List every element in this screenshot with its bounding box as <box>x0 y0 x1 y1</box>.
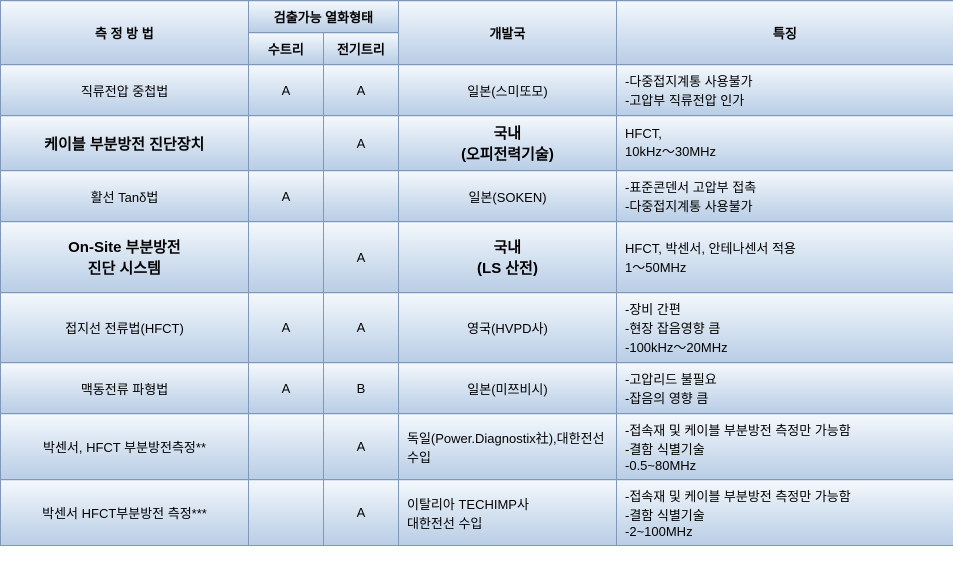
table-row: 박센서, HFCT 부분방전측정** A 독일(Power.Diagnostix社)… <box>1 414 953 480</box>
detect1-cell: A <box>249 363 324 414</box>
detect1-cell: A <box>249 65 324 116</box>
detect2-cell: A <box>324 480 399 546</box>
feature-cell-text: -접속재 및 케이블 부분방전 측정만 가능함 -결함 식별기술 -2~100M… <box>625 489 851 539</box>
detect2-cell-text: A <box>357 505 366 520</box>
feature-cell: -다중접지계통 사용불가 -고압부 직류전압 인가 <box>617 65 953 116</box>
method-cell: 박센서, HFCT 부분방전측정** <box>1 414 249 480</box>
country-cell: 국내 (LS 산전) <box>399 222 617 293</box>
method-cell-text: On-Site 부분방전 진단 시스템 <box>68 239 181 277</box>
table-row: 케이블 부분방전 진단장치 A 국내 (오피전력기술) HFCT, 10kHz～30M… <box>1 116 953 171</box>
detect2-cell-text: A <box>357 320 366 335</box>
feature-cell: -고압리드 불필요 -잡음의 영향 큼 <box>617 363 953 414</box>
feature-cell: -표준콘덴서 고압부 접촉 -다중접지계통 사용불가 <box>617 171 953 222</box>
detect2-cell-text: A <box>357 83 366 98</box>
feature-cell-text: -접속재 및 케이블 부분방전 측정만 가능함 -결함 식별기술 -0.5~80… <box>625 423 851 473</box>
detect2-cell: A <box>324 116 399 171</box>
detect1-cell-text: A <box>282 189 291 204</box>
country-cell: 일본(SOKEN) <box>399 171 617 222</box>
detect1-cell-text: A <box>282 381 291 396</box>
detect1-cell: A <box>249 171 324 222</box>
method-cell-text: 직류전압 중첩법 <box>81 84 168 99</box>
method-cell-text: 활선 Tanδ법 <box>91 190 159 205</box>
country-cell: 국내 (오피전력기술) <box>399 116 617 171</box>
header-detect-sub1-text: 수트리 <box>268 42 304 57</box>
detect2-cell-text: A <box>357 439 366 454</box>
feature-cell-text: HFCT, 박센서, 안테나센서 적용 1～50MHz <box>625 241 796 275</box>
method-cell-text: 케이블 부분방전 진단장치 <box>44 136 204 153</box>
feature-cell-text: -표준콘덴서 고압부 접촉 -다중접지계통 사용불가 <box>625 180 756 214</box>
country-cell: 이탈리아 TECHIMP사 대한전선 수입 <box>399 480 617 546</box>
country-cell: 일본(미쯔비시) <box>399 363 617 414</box>
country-cell: 일본(스미또모) <box>399 65 617 116</box>
detect1-cell: A <box>249 293 324 363</box>
table-row: 맥동전류 파형법 A B 일본(미쯔비시) -고압리드 불필요 -잡음의 영향 큼 <box>1 363 953 414</box>
header-detect-sub2-text: 전기트리 <box>337 42 385 57</box>
detect1-cell <box>249 480 324 546</box>
feature-cell: -장비 간편 -현장 잡음영향 큼 -100kHz～20MHz <box>617 293 953 363</box>
method-cell: 접지선 전류법(HFCT) <box>1 293 249 363</box>
feature-cell: -접속재 및 케이블 부분방전 측정만 가능함 -결함 식별기술 -2~100M… <box>617 480 953 546</box>
detect2-cell: A <box>324 222 399 293</box>
header-feature: 특징 <box>617 1 953 65</box>
table-row: 접지선 전류법(HFCT) A A 영국(HVPD사) -장비 간편 -현장 잡음영향 … <box>1 293 953 363</box>
table-row: On-Site 부분방전 진단 시스템 A 국내 (LS 산전) HFCT, 박센서,… <box>1 222 953 293</box>
country-cell: 영국(HVPD사) <box>399 293 617 363</box>
header-method: 측 정 방 법 <box>1 1 249 65</box>
feature-cell-text: -장비 간편 -현장 잡음영향 큼 -100kHz～20MHz <box>625 302 728 355</box>
detect1-cell <box>249 116 324 171</box>
method-cell: 케이블 부분방전 진단장치 <box>1 116 249 171</box>
method-cell-text: 접지선 전류법(HFCT) <box>65 321 184 336</box>
country-cell: 독일(Power.Diagnostix社),대한전선 수입 <box>399 414 617 480</box>
feature-cell-text: -다중접지계통 사용불가 -고압부 직류전압 인가 <box>625 74 753 108</box>
detect1-cell-text: A <box>282 320 291 335</box>
diagnosis-methods-table: 측 정 방 법검출가능 열화형태개발국특징수트리전기트리직류전압 중첩법AA일본… <box>0 0 953 546</box>
detect2-cell: B <box>324 363 399 414</box>
detect2-cell-text: A <box>357 250 366 265</box>
detect2-cell-text: A <box>357 136 366 151</box>
table-row: 활선 Tanδ법 A 일본(SOKEN) -표준콘덴서 고압부 접촉 -다중접지계통 … <box>1 171 953 222</box>
header-row-1: 측 정 방 법검출가능 열화형태개발국특징 <box>1 1 953 33</box>
country-cell-text: 일본(SOKEN) <box>468 190 546 205</box>
method-cell-text: 맥동전류 파형법 <box>81 382 168 397</box>
country-cell-text: 일본(스미또모) <box>467 84 547 99</box>
country-cell-text: 국내 (오피전력기술) <box>461 125 554 163</box>
feature-cell: HFCT, 10kHz～30MHz <box>617 116 953 171</box>
header-method-text: 측 정 방 법 <box>95 26 154 41</box>
header-detect-sub1: 수트리 <box>249 33 324 65</box>
country-cell-text: 이탈리아 TECHIMP사 대한전선 수입 <box>407 497 529 531</box>
method-cell: 직류전압 중첩법 <box>1 65 249 116</box>
header-country-text: 개발국 <box>490 26 526 41</box>
detect2-cell: A <box>324 414 399 480</box>
detect1-cell <box>249 222 324 293</box>
detect1-cell <box>249 414 324 480</box>
feature-cell-text: HFCT, 10kHz～30MHz <box>625 126 716 159</box>
country-cell-text: 영국(HVPD사) <box>467 321 548 336</box>
header-detect-sub2: 전기트리 <box>324 33 399 65</box>
detect2-cell: A <box>324 293 399 363</box>
header-detect-text: 검출가능 열화형태 <box>274 10 373 25</box>
detect1-cell-text: A <box>282 83 291 98</box>
header-detect: 검출가능 열화형태 <box>249 1 399 33</box>
detect2-cell-text: B <box>357 381 366 396</box>
country-cell-text: 국내 (LS 산전) <box>477 239 538 277</box>
method-cell-text: 박센서 HFCT부분방전 측정*** <box>42 506 207 521</box>
detect2-cell <box>324 171 399 222</box>
method-cell: 활선 Tanδ법 <box>1 171 249 222</box>
detect2-cell: A <box>324 65 399 116</box>
method-cell-text: 박센서, HFCT 부분방전측정** <box>43 440 206 455</box>
country-cell-text: 독일(Power.Diagnostix社),대한전선 수입 <box>407 431 604 465</box>
method-cell: 박센서 HFCT부분방전 측정*** <box>1 480 249 546</box>
header-country: 개발국 <box>399 1 617 65</box>
table-row: 박센서 HFCT부분방전 측정*** A 이탈리아 TECHIMP사 대한전선 수입… <box>1 480 953 546</box>
method-cell: 맥동전류 파형법 <box>1 363 249 414</box>
country-cell-text: 일본(미쯔비시) <box>467 382 547 397</box>
method-cell: On-Site 부분방전 진단 시스템 <box>1 222 249 293</box>
header-feature-text: 특징 <box>773 26 797 41</box>
feature-cell: HFCT, 박센서, 안테나센서 적용 1～50MHz <box>617 222 953 293</box>
feature-cell: -접속재 및 케이블 부분방전 측정만 가능함 -결함 식별기술 -0.5~80… <box>617 414 953 480</box>
table-row: 직류전압 중첩법 A A 일본(스미또모) -다중접지계통 사용불가 -고압부 직류전압… <box>1 65 953 116</box>
feature-cell-text: -고압리드 불필요 -잡음의 영향 큼 <box>625 372 717 406</box>
